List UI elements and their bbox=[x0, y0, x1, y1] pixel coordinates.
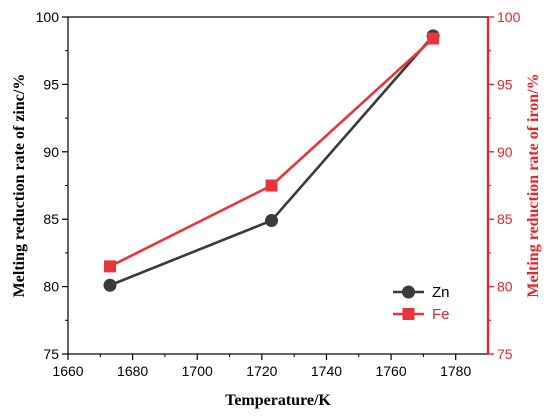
legend-label: Fe bbox=[432, 306, 450, 323]
series-fe bbox=[104, 32, 440, 273]
x-axis-title: Temperature/K bbox=[225, 392, 331, 409]
legend-item: Zn bbox=[393, 284, 450, 301]
left-y-tick-label: 85 bbox=[43, 211, 59, 227]
legend-item: Fe bbox=[393, 306, 450, 323]
x-tick-label: 1660 bbox=[52, 363, 83, 379]
series bbox=[103, 29, 440, 292]
left-y-tick-label: 90 bbox=[43, 144, 59, 160]
data-point bbox=[103, 278, 117, 292]
data-point bbox=[265, 214, 279, 228]
legend-marker bbox=[402, 285, 415, 299]
plot-frame bbox=[67, 16, 489, 355]
right-y-tick-label: 85 bbox=[497, 211, 513, 227]
x-tick-label: 1680 bbox=[117, 363, 148, 379]
data-point bbox=[104, 260, 116, 273]
left-y-tick-label: 80 bbox=[43, 279, 59, 295]
series-line bbox=[109, 35, 435, 287]
left-y-axis-ticks: 75 80 85 90 95 100 bbox=[36, 9, 68, 362]
x-tick-label: 1760 bbox=[375, 363, 406, 379]
x-tick-label: 1720 bbox=[246, 363, 277, 379]
right-y-tick-label: 75 bbox=[497, 346, 513, 362]
series-line bbox=[109, 37, 434, 268]
left-y-axis-title: Melting reduction rate of zinc/% bbox=[11, 74, 28, 298]
right-y-axis-title: Melting reduction rate of iron/% bbox=[525, 73, 542, 297]
right-y-tick-label: 100 bbox=[497, 9, 521, 25]
axes bbox=[67, 16, 490, 355]
right-y-tick-label: 80 bbox=[497, 279, 513, 295]
left-y-tick-label: 100 bbox=[36, 9, 60, 25]
x-tick-label: 1780 bbox=[440, 363, 471, 379]
right-y-tick-label: 90 bbox=[497, 144, 513, 160]
left-y-tick-label: 95 bbox=[43, 76, 59, 92]
data-point bbox=[265, 179, 278, 192]
data-point bbox=[427, 32, 440, 45]
right-y-axis-ticks: 75 80 85 90 95 100 bbox=[488, 9, 521, 362]
x-axis-ticks: 1660 1680 1700 1720 1740 1760 1780 bbox=[52, 354, 471, 379]
right-y-tick-label: 95 bbox=[497, 76, 513, 92]
legend: Zn Fe bbox=[393, 284, 450, 323]
legend-marker bbox=[402, 308, 415, 320]
left-y-tick-label: 75 bbox=[43, 346, 59, 362]
x-tick-label: 1700 bbox=[182, 363, 213, 379]
series-zn bbox=[103, 29, 440, 292]
legend-label: Zn bbox=[432, 284, 450, 301]
x-tick-label: 1740 bbox=[311, 363, 342, 379]
